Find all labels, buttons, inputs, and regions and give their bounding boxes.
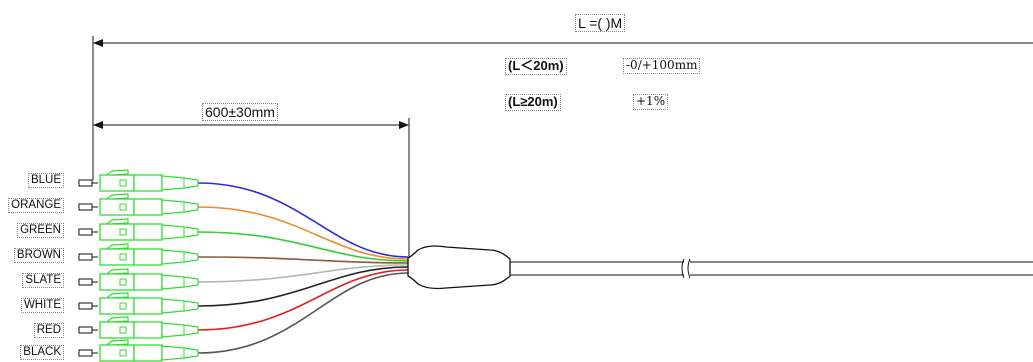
connector-housing-red (133, 321, 163, 339)
cable-break-symbol (681, 258, 691, 279)
connector-window-blue (119, 179, 127, 187)
ferrule-white (78, 302, 93, 310)
fiber-brown (197, 256, 409, 264)
fiber-red (197, 269, 409, 331)
fiber-label-red: RED (33, 323, 64, 339)
ferrule-red (78, 326, 93, 334)
fiber-slate (197, 264, 409, 283)
connector-body-slate (99, 273, 135, 291)
tolerance-value-1: -0/+100mm (623, 58, 701, 74)
tolerance-condition-1: (L＜20m) (505, 58, 567, 75)
fiber-label-white: WHITE (20, 298, 64, 314)
connector-boot-red (161, 322, 199, 338)
connector-boot-white (161, 298, 199, 314)
connector-body-green (99, 223, 135, 241)
fiber-blue (197, 182, 409, 258)
connector-boot-black (161, 345, 199, 361)
fiber-label-slate: SLATE (22, 273, 64, 289)
connector-body-brown (99, 248, 135, 266)
connector-housing-slate (133, 273, 163, 291)
connector-window-slate (119, 278, 127, 286)
tolerance-value-2: +1% (633, 94, 669, 110)
latch-blue (103, 169, 129, 178)
fiber-green (197, 231, 409, 262)
breakout-length-label: 600±30mm (202, 103, 278, 122)
latch-red (103, 316, 129, 325)
connector-boot-blue (161, 175, 199, 191)
connector-housing-green (133, 223, 163, 241)
fiber-orange (197, 206, 409, 260)
connector-boot-orange (161, 199, 199, 215)
ferrule-blue (78, 179, 93, 187)
fiber-black (197, 272, 409, 354)
latch-orange (103, 193, 129, 202)
fiber-white (197, 266, 409, 307)
fiber-label-blue: BLUE (27, 173, 64, 189)
tolerance-condition-2: (L≥20m) (505, 94, 561, 111)
connector-window-black (119, 349, 127, 357)
latch-white (103, 292, 129, 301)
ferrule-black (78, 349, 93, 357)
ferrule-slate (78, 278, 93, 286)
fiber-label-black: BLACK (20, 345, 64, 361)
fiber-label-brown: BROWN (13, 248, 64, 264)
ferrule-orange (78, 203, 93, 211)
fiber-label-orange: ORANGE (8, 198, 64, 214)
connector-body-orange (99, 198, 135, 216)
connector-window-orange (119, 203, 127, 211)
connector-body-red (99, 321, 135, 339)
breakout-boot (407, 245, 511, 290)
connector-boot-slate (161, 274, 199, 290)
connector-body-blue (99, 174, 135, 192)
latch-green (103, 218, 129, 227)
connector-housing-white (133, 297, 163, 315)
connector-body-black (99, 344, 135, 362)
connector-boot-brown (161, 249, 199, 265)
connector-housing-black (133, 344, 163, 362)
connector-window-red (119, 326, 127, 334)
ferrule-green (78, 228, 93, 236)
connector-boot-green (161, 224, 199, 240)
connector-window-white (119, 302, 127, 310)
connector-housing-brown (133, 248, 163, 266)
latch-slate (103, 268, 129, 277)
connector-window-green (119, 228, 127, 236)
ferrule-brown (78, 253, 93, 261)
total-length-label: L =( )M (575, 14, 626, 33)
connector-body-white (99, 297, 135, 315)
latch-black (103, 339, 129, 348)
connector-housing-blue (133, 174, 163, 192)
connector-window-brown (119, 253, 127, 261)
connector-housing-orange (133, 198, 163, 216)
fiber-label-green: GREEN (17, 223, 64, 239)
latch-brown (103, 243, 129, 252)
fiber-group (78, 169, 409, 362)
